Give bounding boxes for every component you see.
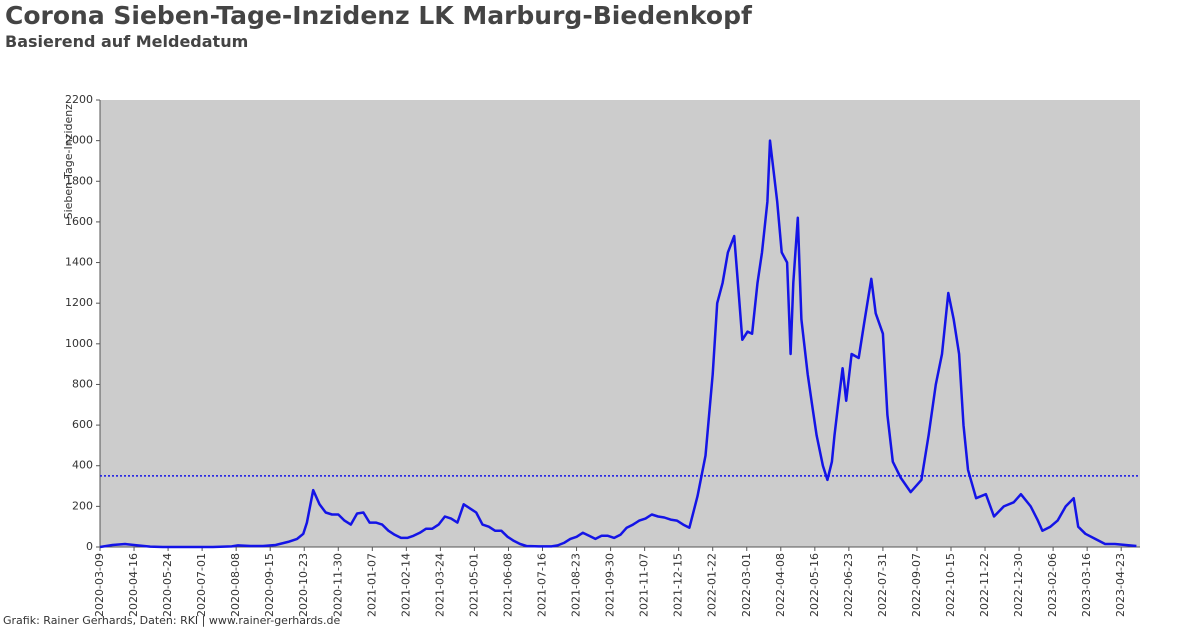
x-tick-label: 2022-07-31 — [876, 553, 889, 617]
x-tick-label: 2023-04-23 — [1114, 553, 1127, 617]
x-tick-label: 2022-11-22 — [978, 553, 991, 617]
y-tick-label: 1800 — [65, 174, 93, 187]
y-tick-label: 1400 — [65, 256, 93, 269]
x-tick-label: 2020-05-24 — [161, 553, 174, 617]
x-tick-label: 2020-03-09 — [93, 553, 106, 617]
x-tick-label: 2023-02-06 — [1046, 553, 1059, 617]
x-tick-label: 2023-03-16 — [1080, 553, 1093, 617]
x-tick-label: 2022-01-22 — [706, 553, 719, 617]
y-tick-label: 200 — [72, 499, 93, 512]
footer: Grafik: Rainer Gerhards, Daten: RKI | ww… — [3, 614, 341, 627]
x-tick-label: 2020-08-08 — [229, 553, 242, 617]
x-tick-label: 2022-12-30 — [1012, 553, 1025, 617]
y-tick-label: 2000 — [65, 134, 93, 147]
x-tick-label: 2022-10-15 — [944, 553, 957, 617]
y-tick-label: 400 — [72, 459, 93, 472]
y-tick-label: 1600 — [65, 215, 93, 228]
y-tick-label: 1200 — [65, 296, 93, 309]
x-tick-label: 2020-11-30 — [331, 553, 344, 617]
x-tick-label: 2021-07-16 — [536, 553, 549, 617]
x-tick-label: 2020-07-01 — [195, 553, 208, 617]
x-tick-label: 2020-04-16 — [127, 553, 140, 617]
x-tick-label: 2022-09-07 — [910, 553, 923, 617]
plot-area — [100, 100, 1140, 547]
chart-subtitle: Basierend auf Meldedatum — [5, 32, 248, 51]
chart-title: Corona Sieben-Tage-Inzidenz LK Marburg-B… — [5, 1, 753, 30]
x-tick-label: 2021-06-08 — [501, 553, 514, 617]
x-tick-label: 2021-12-15 — [672, 553, 685, 617]
x-tick-label: 2022-04-08 — [774, 553, 787, 617]
x-tick-label: 2022-05-16 — [808, 553, 821, 617]
x-tick-label: 2021-11-07 — [638, 553, 651, 617]
y-axis-label: Sieben-Tage-Inzidenz — [62, 104, 75, 220]
x-tick-label: 2021-05-01 — [467, 553, 480, 617]
y-tick-label: 0 — [86, 540, 93, 553]
x-tick-label: 2021-02-14 — [399, 553, 412, 617]
x-tick-label: 2021-09-30 — [604, 553, 617, 617]
y-tick-label: 1000 — [65, 337, 93, 350]
x-tick-label: 2022-03-01 — [740, 553, 753, 617]
y-tick-label: 2200 — [65, 93, 93, 106]
x-tick-label: 2020-09-15 — [263, 553, 276, 617]
x-tick-label: 2021-08-23 — [570, 553, 583, 617]
data-line — [99, 139, 1137, 549]
x-tick-label: 2021-03-24 — [433, 553, 446, 617]
x-tick-label: 2021-01-07 — [365, 553, 378, 617]
x-tick-label: 2020-10-23 — [297, 553, 310, 617]
y-tick-label: 600 — [72, 418, 93, 431]
x-tick-label: 2022-06-23 — [842, 553, 855, 617]
y-tick-label: 800 — [72, 377, 93, 390]
